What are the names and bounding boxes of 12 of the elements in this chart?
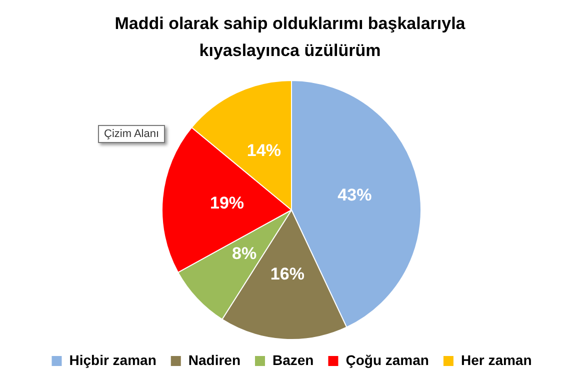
text: Çizim Alanı: [98, 125, 166, 143]
data-label: 14%: [246, 141, 281, 160]
legend-label: Çoğu zaman: [346, 352, 429, 368]
data-label: 16%: [270, 264, 304, 284]
chart-title: Maddi olarak sahip olduklarımı başkalarıyla kıyaslayınca üzülürüm: [114, 13, 466, 62]
data-label: 43%: [338, 186, 372, 205]
legend-label: Nadiren: [188, 352, 240, 368]
data-label: 8%: [232, 244, 257, 264]
data-label: 19%: [210, 194, 244, 213]
legend-label: Her zaman: [460, 352, 532, 368]
legend-label: Hiçbir zaman: [69, 352, 156, 368]
legend-label: Bazen: [272, 352, 314, 368]
